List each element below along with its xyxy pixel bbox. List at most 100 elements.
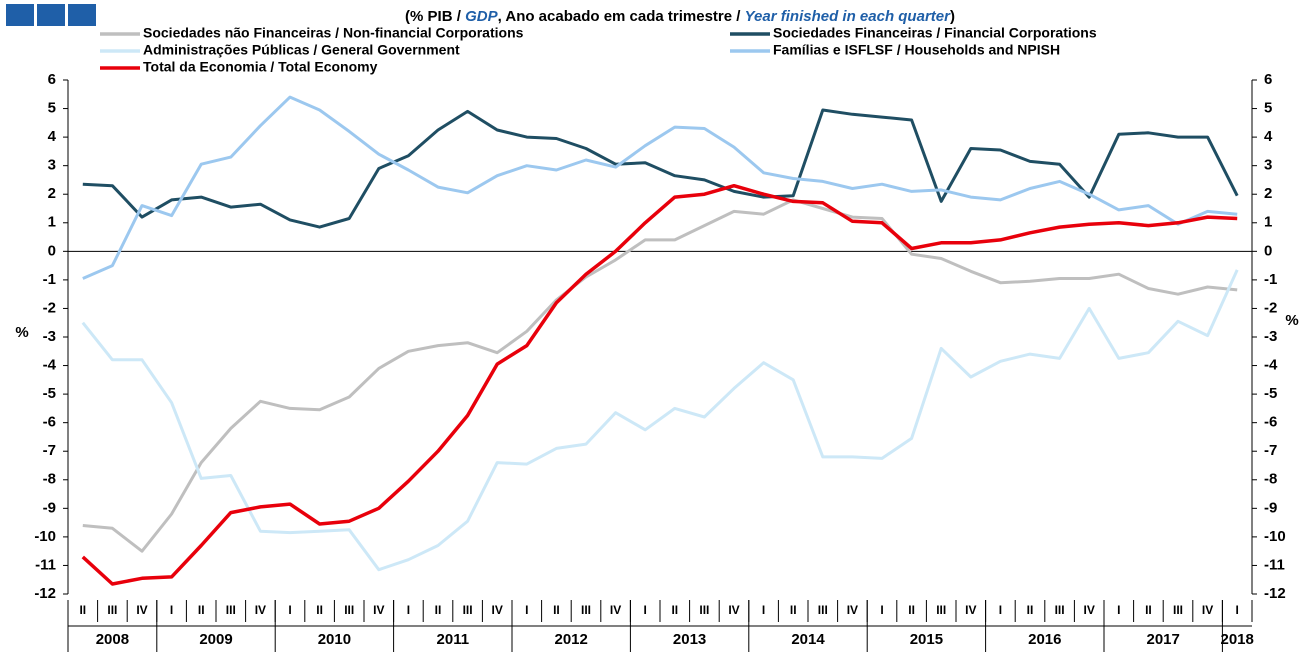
chart-title: (% PIB / GDP, Ano acabado em cada trimes… (405, 8, 955, 25)
legend-label: Famílias e ISFLSF / Households and NPISH (773, 42, 1060, 58)
logo-block (37, 4, 65, 26)
x-tick-label: II (671, 603, 678, 617)
year-label: 2013 (673, 631, 706, 648)
y2-tick-label: -7 (1264, 442, 1277, 459)
y-tick-label: -1 (43, 271, 56, 288)
x-tick-label: I (525, 603, 528, 617)
y2-axis-title: % (1285, 312, 1298, 329)
title-part: ) (950, 8, 955, 25)
series-line (82, 95, 1238, 280)
x-tick-label: I (407, 603, 410, 617)
y-tick-label: 5 (48, 100, 56, 117)
y-tick-label: 0 (48, 242, 56, 259)
x-tick-label: III (226, 603, 236, 617)
x-tick-label: I (880, 603, 883, 617)
year-label: 2008 (96, 631, 129, 648)
y2-tick-label: -9 (1264, 499, 1277, 516)
x-tick-label: IV (610, 603, 621, 617)
year-label: 2015 (910, 631, 943, 648)
y2-tick-label: -6 (1264, 414, 1277, 431)
x-tick-label: III (699, 603, 709, 617)
y2-tick-label: 1 (1264, 214, 1272, 231)
x-tick-label: I (1236, 603, 1239, 617)
x-tick-label: III (936, 603, 946, 617)
y-tick-label: 4 (48, 128, 57, 145)
logo-block (68, 4, 96, 26)
x-tick-label: II (79, 603, 86, 617)
y2-tick-label: 6 (1264, 71, 1272, 88)
x-tick-label: II (435, 603, 442, 617)
y-tick-label: -9 (43, 499, 56, 516)
title-part: (% PIB / (405, 8, 465, 25)
year-label: 2016 (1028, 631, 1061, 648)
x-tick-label: I (644, 603, 647, 617)
y-tick-label: -2 (43, 299, 56, 316)
year-label: 2018 (1221, 631, 1254, 648)
y2-tick-label: -4 (1264, 357, 1278, 374)
x-tick-label: III (344, 603, 354, 617)
x-tick-label: III (818, 603, 828, 617)
y-tick-label: -6 (43, 414, 56, 431)
y-tick-label: 1 (48, 214, 56, 231)
x-tick-label: IV (492, 603, 503, 617)
legend-label: Total da Economia / Total Economy (143, 59, 378, 75)
y2-tick-label: -1 (1264, 271, 1277, 288)
y2-tick-label: -12 (1264, 585, 1286, 602)
series-line (82, 108, 1239, 229)
x-tick-label: II (790, 603, 797, 617)
x-tick-label: I (999, 603, 1002, 617)
series-line (82, 198, 1238, 553)
y-tick-label: -3 (43, 328, 56, 345)
x-tick-label: III (1173, 603, 1183, 617)
title-part: , Ano acabado em cada trimestre / (498, 8, 745, 25)
year-label: 2014 (791, 631, 825, 648)
y2-tick-label: -8 (1264, 471, 1277, 488)
x-tick-label: IV (847, 603, 858, 617)
year-label: 2010 (318, 631, 351, 648)
x-tick-label: IV (136, 603, 147, 617)
y-tick-label: -12 (34, 585, 56, 602)
x-tick-label: III (1055, 603, 1065, 617)
x-tick-label: IV (373, 603, 384, 617)
year-label: 2012 (555, 631, 588, 648)
y-tick-label: 3 (48, 157, 56, 174)
series-line (81, 183, 1238, 586)
y2-tick-label: 2 (1264, 185, 1272, 202)
y2-tick-label: 3 (1264, 157, 1272, 174)
y2-tick-label: -11 (1264, 556, 1285, 573)
year-label: 2011 (437, 631, 470, 648)
y2-tick-label: -10 (1264, 528, 1286, 545)
title-part: Year finished in each quarter (745, 8, 952, 25)
x-tick-label: I (1117, 603, 1120, 617)
year-label: 2009 (199, 631, 232, 648)
x-tick-label: I (762, 603, 765, 617)
y2-tick-label: 4 (1264, 128, 1273, 145)
x-tick-label: IV (965, 603, 976, 617)
x-tick-label: II (1145, 603, 1152, 617)
x-tick-label: II (198, 603, 205, 617)
y2-tick-label: 0 (1264, 242, 1272, 259)
y2-tick-label: -2 (1264, 299, 1277, 316)
x-tick-label: III (581, 603, 591, 617)
legend-label: Sociedades Financeiras / Financial Corpo… (773, 25, 1097, 41)
x-tick-label: II (316, 603, 323, 617)
x-tick-label: I (170, 603, 173, 617)
x-tick-label: II (1027, 603, 1034, 617)
y-tick-label: -4 (43, 357, 57, 374)
x-tick-label: IV (728, 603, 739, 617)
x-tick-label: III (107, 603, 117, 617)
y-tick-label: 6 (48, 71, 56, 88)
x-tick-label: III (463, 603, 473, 617)
title-part: GDP (465, 8, 499, 25)
y-tick-label: -7 (43, 442, 56, 459)
y-tick-label: -8 (43, 471, 56, 488)
x-tick-label: IV (255, 603, 266, 617)
y-tick-label: -11 (35, 556, 56, 573)
x-tick-label: IV (1084, 603, 1095, 617)
y2-tick-label: -3 (1264, 328, 1277, 345)
series-line (81, 269, 1239, 572)
x-tick-label: IV (1202, 603, 1213, 617)
year-label: 2017 (1147, 631, 1180, 648)
x-tick-label: II (553, 603, 560, 617)
